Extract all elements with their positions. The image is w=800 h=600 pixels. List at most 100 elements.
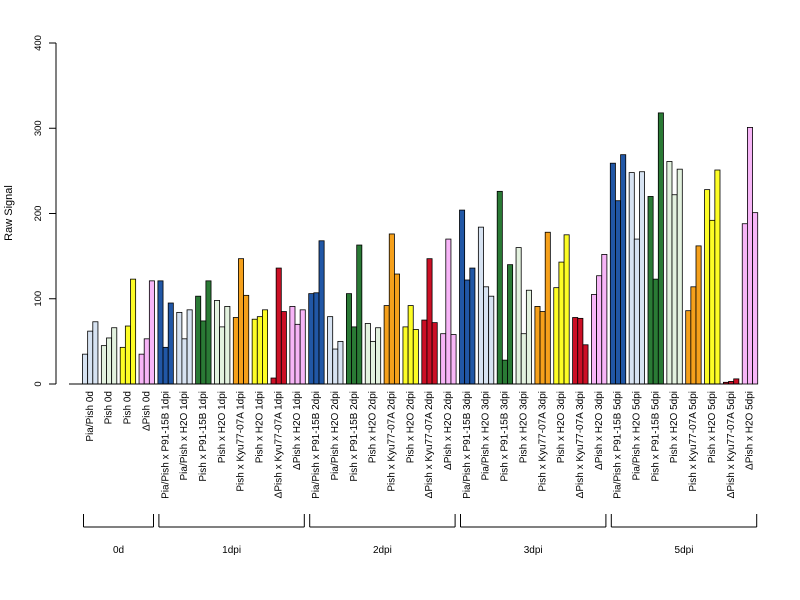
bar <box>657 112 664 385</box>
x-tick-label: Pish x Kyu77-07A 1dpi <box>236 391 247 492</box>
x-tick-label: Pish x H2O 3dpi <box>518 391 529 463</box>
bar <box>157 280 164 385</box>
bar <box>119 346 126 385</box>
bar <box>138 353 145 385</box>
bar <box>289 306 296 385</box>
bar <box>601 254 608 385</box>
bar <box>709 219 716 385</box>
bar <box>345 293 352 385</box>
bar <box>582 344 589 385</box>
bar <box>714 169 721 385</box>
bar <box>200 320 207 385</box>
bar <box>313 292 320 385</box>
bar <box>393 273 400 385</box>
bar <box>318 240 325 385</box>
x-tick-label: Pia/Pish x H2O 1dpi <box>179 391 190 481</box>
bar <box>741 223 748 385</box>
bar <box>445 238 452 385</box>
bar <box>181 338 188 385</box>
y-tick-label: 200 <box>33 206 44 222</box>
y-tick-label: 300 <box>33 120 44 136</box>
x-tick-label: Pish x H2O 5dpi <box>707 391 718 463</box>
bar <box>167 302 174 385</box>
bar <box>402 326 409 385</box>
x-tick-label: ΔPish x H2O 5dpi <box>745 391 756 470</box>
group-label: 5dpi <box>675 545 694 556</box>
x-tick-label: Pish x P91-15B 5dpi <box>650 391 661 482</box>
bar <box>733 378 740 385</box>
bar <box>224 306 231 385</box>
bar <box>507 264 514 385</box>
bar <box>577 317 584 385</box>
x-tick-label: Pish x P91-15B 3dpi <box>500 391 511 482</box>
bar <box>294 323 301 385</box>
bar <box>596 275 603 385</box>
bar <box>364 323 371 385</box>
bar <box>369 340 376 385</box>
bar <box>275 267 282 385</box>
bar <box>162 346 169 385</box>
bar <box>563 234 570 385</box>
bar <box>205 280 212 385</box>
bar <box>609 162 616 385</box>
bar <box>633 238 640 385</box>
bar <box>92 321 99 385</box>
bar <box>690 286 697 385</box>
bar <box>544 231 551 385</box>
x-tick-label: Pish x Kyu77-07A 2dpi <box>386 391 397 492</box>
bar <box>615 200 622 385</box>
x-tick-label: Pia/Pish x P91-15B 3dpi <box>462 391 473 499</box>
bar <box>111 327 118 385</box>
bar <box>558 261 565 385</box>
bar <box>539 311 546 385</box>
x-tick-label: Pish 0d <box>123 391 134 424</box>
bar <box>280 311 287 385</box>
bar <box>232 317 239 385</box>
group-label: 3dpi <box>524 545 543 556</box>
bar <box>214 300 220 385</box>
bar <box>299 309 306 385</box>
x-tick-label: Pia/Pish x H2O 5dpi <box>632 391 643 481</box>
bar <box>351 326 358 385</box>
bar <box>534 306 541 385</box>
bar <box>219 326 226 385</box>
bar <box>671 194 678 385</box>
bar <box>176 311 183 385</box>
x-tick-label: Pish x H2O 1dpi <box>255 391 266 463</box>
bar <box>488 295 495 385</box>
bar <box>469 267 476 385</box>
bar <box>106 337 113 385</box>
bar <box>327 316 334 385</box>
bar <box>143 338 150 385</box>
bar <box>676 168 683 385</box>
x-tick-label: Pia/Pish x P91-15B 2dpi <box>311 391 322 499</box>
group-label: 1dpi <box>222 545 241 556</box>
x-tick-label: ΔPish x H2O 2dpi <box>443 391 454 470</box>
y-tick-label: 0 <box>33 381 44 386</box>
bar <box>426 258 433 385</box>
x-tick-label: ΔPish x Kyu77-07A 5dpi <box>726 391 737 498</box>
bar <box>459 209 466 385</box>
bar <box>639 171 646 385</box>
bar <box>572 317 579 385</box>
bars <box>82 112 759 385</box>
bar <box>666 161 673 385</box>
bar <box>124 325 131 385</box>
bar <box>747 127 753 385</box>
group-brackets: 0d 1dpi 2dpi 3dpi 5dpi <box>83 514 758 556</box>
y-tick-label: 400 <box>33 35 44 51</box>
x-tick-label: Pish x H2O 2dpi <box>405 391 416 463</box>
x-tick-label: Pish x Kyu77-07A 5dpi <box>688 391 699 492</box>
x-tick-label: Pish x H2O 3dpi <box>556 391 567 463</box>
bar <box>148 280 155 385</box>
x-tick-label: Pia/Pish x H2O 2dpi <box>330 391 341 481</box>
bar <box>752 212 759 385</box>
bar <box>308 293 315 385</box>
bar <box>251 318 258 385</box>
bar <box>685 310 692 385</box>
x-tick-label: Pish 0d <box>104 391 115 424</box>
bar <box>256 316 263 385</box>
x-tick-label: Pia/Pish x P91-15B 1dpi <box>160 391 171 499</box>
bar <box>515 247 522 385</box>
bar <box>421 319 428 385</box>
